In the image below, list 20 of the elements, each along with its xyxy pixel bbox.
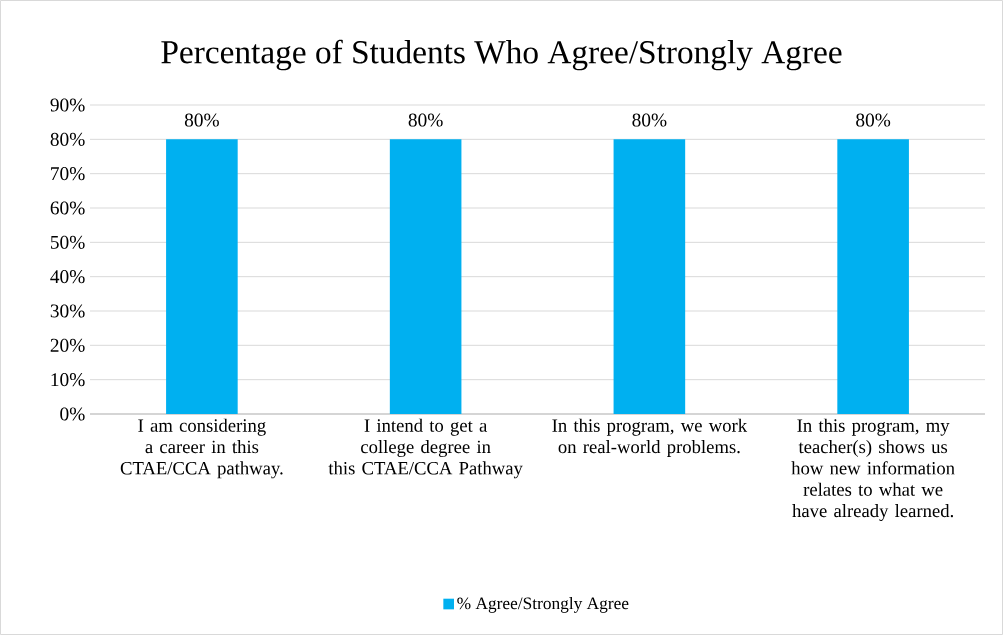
x-tick-label: In this program, my teacher(s) shows us how new information relates to what we have already learned. — [791, 418, 955, 522]
y-tick-label: 80% — [50, 132, 85, 146]
data-label: 80% — [408, 113, 443, 127]
x-tick-label: I intend to get a college degree in this CTAE/CCA Pathway — [328, 418, 523, 479]
y-tick-label: 10% — [51, 373, 85, 387]
y-tick-label: 40% — [50, 270, 85, 284]
x-tick-label: In this program, we work on real-world problems. — [552, 418, 748, 457]
y-tick-label: 50% — [50, 235, 85, 249]
data-label: 80% — [856, 113, 891, 127]
y-tick-label: 60% — [50, 201, 85, 215]
y-tick-label: 90% — [50, 98, 85, 112]
y-tick-label: 70% — [51, 167, 85, 181]
y-tick-label: 0% — [60, 407, 85, 421]
data-label: 80% — [184, 113, 219, 127]
x-tick-label: I am considering a career in this CTAE/CCA pathway. — [120, 418, 283, 479]
chart-title: Percentage of Students Who Agree/Strongly Agree — [161, 39, 842, 71]
y-tick-label: 20% — [50, 338, 85, 352]
data-label: 80% — [632, 113, 667, 127]
legend-label: % Agree/Strongly Agree — [457, 597, 629, 613]
y-tick-label: 30% — [50, 304, 85, 318]
